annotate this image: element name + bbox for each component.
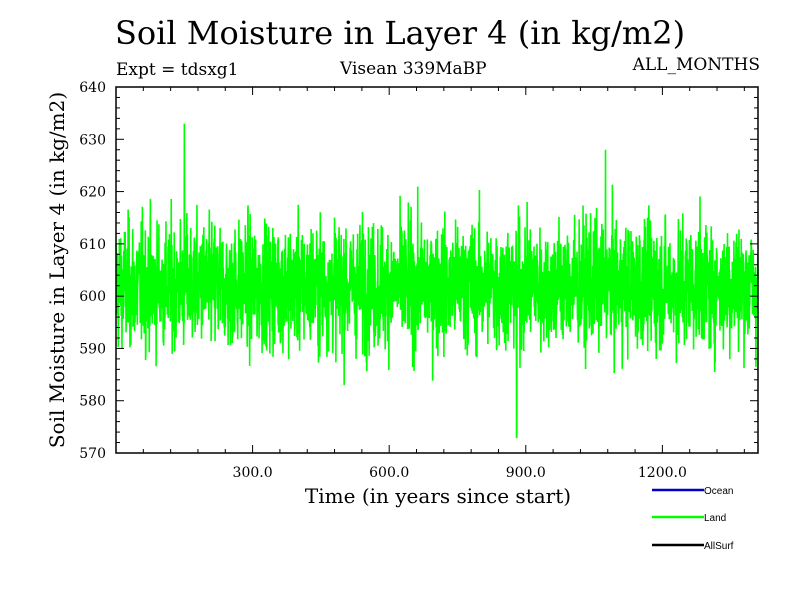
series-line-land (115, 123, 759, 439)
y-tick-label: 620 (79, 185, 106, 201)
y-tick-label: 640 (79, 80, 106, 96)
y-tick-label: 610 (79, 237, 106, 253)
chart-title: Soil Moisture in Layer 4 (in kg/m2) (114, 14, 686, 52)
series-layer (115, 123, 759, 439)
y-tick-label: 590 (79, 341, 106, 357)
x-tick-label: 300.0 (233, 465, 273, 481)
plot-frame (115, 86, 759, 454)
y-tick-label: 580 (79, 394, 106, 410)
experiment-label: Expt = tdsxg1 (116, 60, 239, 80)
legend-label-land: Land (704, 513, 726, 524)
x-tick-label: 900.0 (506, 465, 546, 481)
y-tick-label: 600 (79, 289, 106, 305)
y-axis-label: Soil Moisture in Layer 4 (in kg/m2) (45, 92, 69, 448)
y-tick-label: 630 (79, 132, 106, 148)
period-label: ALL_MONTHS (632, 55, 760, 75)
x-axis-label: Time (in years since start) (305, 484, 571, 508)
x-tick-label: 600.0 (369, 465, 409, 481)
chart-subtitle: Visean 339MaBP (340, 59, 487, 79)
tick-layer: 570 580 590 600 610 620 630 640 300.0 600.0 900.0 1… (79, 80, 758, 481)
legend-label-allsurf: AllSurf (704, 541, 734, 552)
x-tick-label: 1200.0 (638, 465, 687, 481)
y-tick-label: 570 (79, 446, 106, 462)
legend: Ocean Land AllSurf (652, 486, 734, 552)
legend-label-ocean: Ocean (704, 486, 733, 497)
